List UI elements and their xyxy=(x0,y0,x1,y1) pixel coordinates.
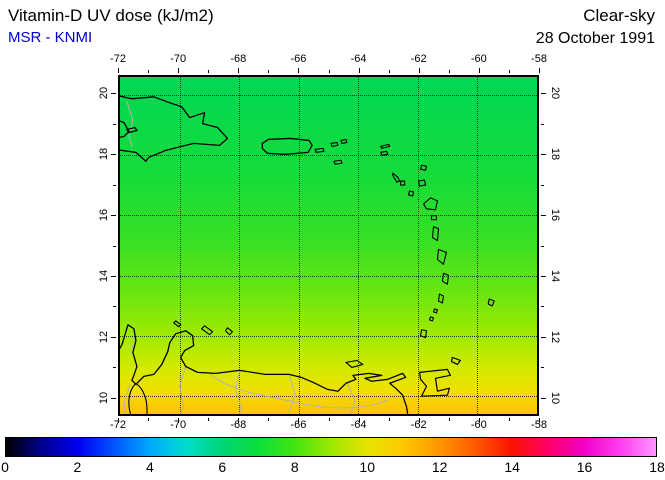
lon-tick-mark xyxy=(418,68,420,73)
header-right: Clear-sky 28 October 1991 xyxy=(536,4,655,50)
colorbar-gradient xyxy=(5,437,657,457)
lat-tick-label: 10 xyxy=(549,391,561,404)
island-barbados xyxy=(487,298,495,307)
lon-tick-label: -70 xyxy=(170,419,187,431)
colorbar-tick-label: 18 xyxy=(649,459,665,475)
lon-axis-bottom: -72 -70 -68 -66 -64 -62 -60 -58 xyxy=(110,419,547,434)
colorbar-tick-label: 14 xyxy=(504,459,520,475)
colorbar-tick-label: 16 xyxy=(576,459,593,475)
lon-minor-tick xyxy=(208,70,210,73)
date-label: 28 October 1991 xyxy=(535,30,655,47)
lon-minor-tick xyxy=(448,70,450,73)
colorbar-tick-label: 6 xyxy=(218,459,227,475)
map-area xyxy=(118,75,539,416)
lon-tick-label: -64 xyxy=(350,419,367,431)
island-margarita xyxy=(345,359,364,368)
lon-tick-mark xyxy=(118,68,119,73)
lat-axis-left: 20 18 16 14 12 10 xyxy=(92,75,116,416)
rivers-venezuela xyxy=(179,365,388,414)
lon-tick-label: -60 xyxy=(470,53,487,65)
lat-tick-label: 12 xyxy=(98,330,110,343)
lon-gridline xyxy=(239,77,241,414)
lat-gridline xyxy=(120,395,537,397)
lon-tick-mark xyxy=(178,68,180,73)
lat-tick-label: 20 xyxy=(98,87,110,100)
lat-gridline xyxy=(120,335,537,337)
lat-gridline xyxy=(120,95,537,97)
lon-tick-label: -58 xyxy=(531,419,547,431)
islands-leeward xyxy=(380,143,428,197)
border-colombia-venezuela xyxy=(123,336,136,414)
lat-gridline xyxy=(120,215,537,217)
lake-maracaibo xyxy=(128,383,148,414)
colorbar-tick-label: 0 xyxy=(1,459,9,475)
colorbar-labels: 0 2 4 6 8 10 12 14 16 18 xyxy=(1,459,665,476)
islands-windward xyxy=(420,248,449,339)
colorbar-tick-label: 10 xyxy=(359,459,376,475)
colorbar-tick-label: 8 xyxy=(290,459,299,475)
border-haiti-dr xyxy=(126,101,134,147)
lat-axis-right: 20 18 16 14 12 10 xyxy=(543,75,567,416)
condition-label: Clear-sky xyxy=(583,6,655,25)
lon-tick-label: -70 xyxy=(170,53,187,65)
lon-tick-label: -66 xyxy=(290,419,307,431)
lon-tick-mark xyxy=(539,68,540,73)
lat-tick-label: 14 xyxy=(549,269,561,283)
source-label: MSR - KNMI xyxy=(8,29,93,46)
lon-tick-mark xyxy=(478,68,480,73)
lon-minor-tick xyxy=(328,70,330,73)
header-left: Vitamin-D UV dose (kJ/m2) MSR - KNMI xyxy=(8,4,214,48)
lat-gridline xyxy=(120,275,537,277)
lon-minor-tick xyxy=(508,70,510,73)
lon-gridline xyxy=(298,77,300,414)
lon-tick-label: -58 xyxy=(531,53,547,65)
lon-minor-tick xyxy=(388,70,390,73)
lat-tick-label: 18 xyxy=(549,148,561,161)
colorbar-tick-label: 12 xyxy=(431,459,448,475)
islands-trinidad-tobago xyxy=(418,356,461,397)
islands-virgin xyxy=(314,138,348,165)
colorbar-tick-label: 4 xyxy=(145,459,154,475)
coastline-layer xyxy=(120,95,495,414)
lon-tick-label: -62 xyxy=(410,53,427,65)
lon-tick-label: -72 xyxy=(110,53,126,65)
lon-gridline xyxy=(358,77,360,414)
coastline-hispaniola xyxy=(120,95,229,162)
lat-tick-label: 16 xyxy=(549,208,561,222)
lon-tick-label: -60 xyxy=(470,419,487,431)
lat-gridline xyxy=(120,155,537,157)
lat-tick-label: 10 xyxy=(98,391,110,404)
lon-gridline xyxy=(477,77,479,414)
islands-guadeloupe-dominica xyxy=(422,197,440,242)
lon-tick-mark xyxy=(358,68,360,73)
lon-gridline xyxy=(179,77,181,414)
lon-axis-top: -72 -70 -68 -66 -64 -62 -60 -58 xyxy=(110,53,547,68)
lat-tick-label: 20 xyxy=(549,87,561,100)
lon-tick-label: -68 xyxy=(230,419,247,431)
coastline-south-america xyxy=(120,324,409,414)
lon-tick-label: -64 xyxy=(350,53,367,65)
coastline-puerto-rico xyxy=(261,137,313,155)
lat-tick-label: 12 xyxy=(549,330,561,343)
lon-tick-mark xyxy=(298,68,300,73)
lon-tick-label: -62 xyxy=(410,419,427,431)
lon-tick-label: -72 xyxy=(110,419,126,431)
page-title: Vitamin-D UV dose (kJ/m2) xyxy=(8,6,214,25)
lat-tick-label: 16 xyxy=(98,208,110,222)
islands-abc xyxy=(173,320,234,336)
lat-tick-label: 18 xyxy=(98,148,110,161)
lon-tick-label: -66 xyxy=(290,53,307,65)
colorbar-tick-label: 2 xyxy=(73,459,82,475)
lon-tick-label: -68 xyxy=(230,53,247,65)
island-gonave xyxy=(126,126,138,134)
lon-tick-mark xyxy=(238,68,240,73)
grid-layer xyxy=(120,77,537,414)
lon-gridline xyxy=(417,77,419,414)
gray-borders-rivers xyxy=(123,101,388,414)
lon-minor-tick xyxy=(268,70,270,73)
lon-minor-tick xyxy=(148,70,150,73)
lat-tick-label: 14 xyxy=(98,269,110,283)
